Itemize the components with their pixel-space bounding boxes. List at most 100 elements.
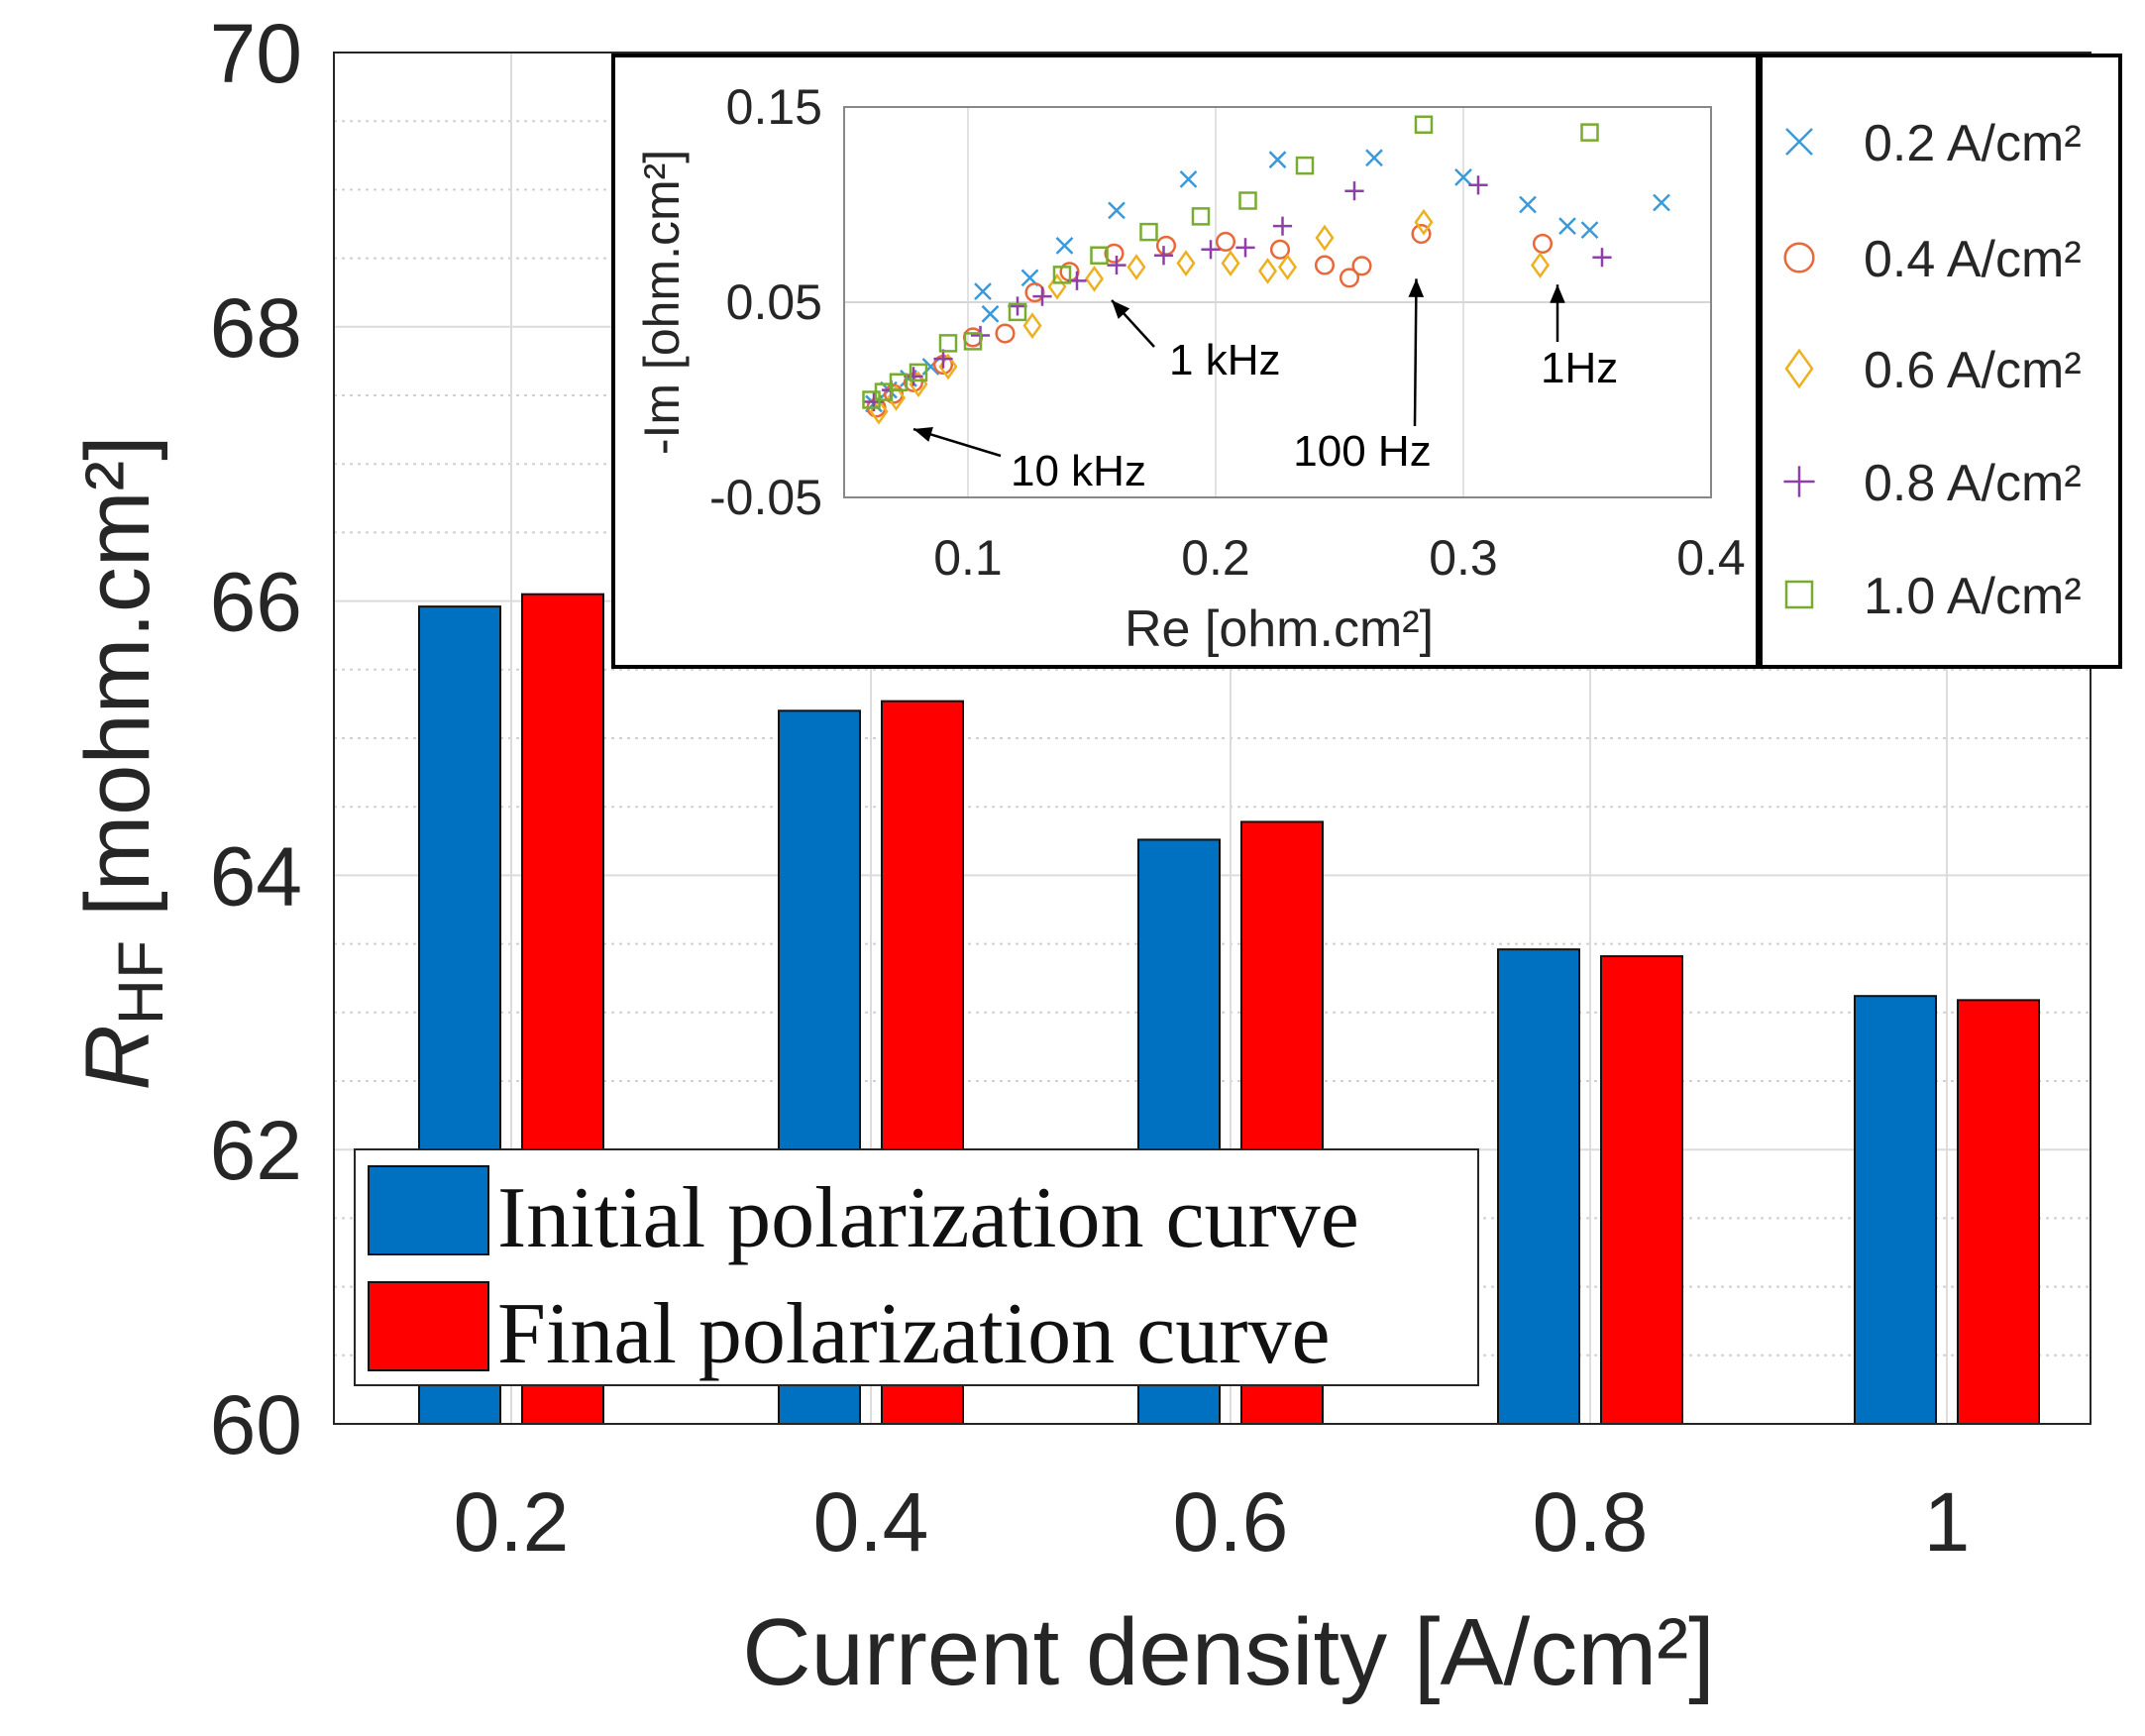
inset-nyquist-plot: 0.1 0.2 0.3 0.4 -0.05 0.05 0.15 10 kHz 1 kHz 100… <box>611 54 2122 669</box>
inset-legend: 0.2 A/cm² 0.4 A/cm² 0.6 A/cm² 0.8 A/cm² 1.0 … <box>1783 115 2082 625</box>
arrow-head-icon <box>913 426 933 442</box>
inset-point-diamond <box>1414 208 1434 236</box>
inset-point-plus <box>933 349 953 369</box>
main-x-axis-label: Current density [A/cm²] <box>742 1599 1715 1705</box>
main-y-axis-label: RHF [mohm.cm²] <box>67 435 176 1090</box>
legend-marker-circle <box>1783 242 1815 273</box>
inset-box <box>611 54 1760 669</box>
inset-point-square <box>874 382 894 401</box>
inset-point-plus <box>1107 255 1126 275</box>
inset-point-plus <box>1592 248 1612 268</box>
legend-marker-diamond <box>1784 348 1814 389</box>
annotation-label: 10 kHz <box>1011 447 1146 495</box>
main-y-ticks: 60 62 64 66 68 70 <box>210 7 302 1471</box>
inset-point-square <box>1580 123 1599 142</box>
inset-point-square <box>1052 266 1072 284</box>
inset-legend-label: 0.2 A/cm² <box>1864 115 2082 172</box>
inset-point-x <box>1558 217 1576 236</box>
inset-point-diamond <box>1221 250 1240 276</box>
inset-y-axis-label: -Im [ohm.cm²] <box>634 150 690 455</box>
inset-ticks: 0.1 0.2 0.3 0.4 -0.05 0.05 0.15 <box>709 79 1746 586</box>
inset-point-diamond <box>1530 252 1551 278</box>
legend-label-initial: Initial polarization curve <box>497 1170 1359 1266</box>
inset-points <box>862 115 1670 425</box>
annotation-arrow <box>1413 278 1418 427</box>
inset-x-tick-label: 0.1 <box>933 530 1003 586</box>
inset-point-x <box>1653 193 1670 212</box>
inset-y-tick-label: 0.05 <box>726 274 822 330</box>
inset-point-square <box>938 334 958 353</box>
inset-point-x <box>1179 170 1198 188</box>
inset-annotations: 10 kHz 1 kHz 100 Hz 1Hz <box>912 278 1618 495</box>
inset-x-tick-label: 0.4 <box>1676 530 1746 586</box>
inset-point-x <box>1454 168 1472 186</box>
main-plot-frame <box>333 52 2091 1425</box>
inset-point-square <box>1008 302 1027 322</box>
bar-initial-0.8 <box>1497 948 1580 1425</box>
inset-point-circle <box>1269 239 1291 260</box>
inset-point-plus <box>1153 246 1174 266</box>
inset-point-square <box>909 363 928 382</box>
inset-point-x <box>981 304 1000 323</box>
inset-point-circle <box>1351 256 1372 276</box>
inset-point-x <box>974 282 992 301</box>
y-tick-label: 62 <box>210 1104 302 1197</box>
arrow-head-icon <box>1550 284 1565 303</box>
arrow-head-icon <box>1112 300 1130 319</box>
inset-point-square <box>1139 222 1158 242</box>
inset-legend-label: 0.4 A/cm² <box>1864 231 2082 288</box>
inset-point-circle <box>1411 224 1432 245</box>
inset-y-tick-label: -0.05 <box>709 470 822 525</box>
inset-y-tick-label: 0.15 <box>726 79 822 135</box>
inset-point-x <box>1055 236 1074 255</box>
bar-legend: Initial polarization curve Final polariz… <box>354 1148 1479 1386</box>
inset-point-plus <box>1235 238 1255 258</box>
y-tick-label: 64 <box>210 829 302 922</box>
annotation-label: 1 kHz <box>1169 336 1280 384</box>
legend-swatch-initial <box>368 1165 489 1255</box>
inset-point-square <box>1238 191 1257 210</box>
legend-label-final: Final polarization curve <box>497 1286 1331 1382</box>
x-tick-label: 0.4 <box>813 1475 929 1569</box>
inset-point-square <box>862 390 881 409</box>
y-tick-label: 60 <box>210 1378 302 1471</box>
inset-legend-label: 1.0 A/cm² <box>1864 568 2082 625</box>
inset-point-x <box>1519 195 1537 214</box>
x-tick-label: 0.6 <box>1173 1475 1289 1569</box>
inset-point-circle <box>995 323 1016 344</box>
inset-point-x <box>1365 149 1383 167</box>
arrow-head-icon <box>1408 278 1425 297</box>
inset-point-circle <box>1314 255 1336 275</box>
inset-x-tick-label: 0.3 <box>1429 530 1498 586</box>
inset-point-circle <box>1024 282 1045 303</box>
bar-initial-1 <box>1854 995 1937 1426</box>
inset-point-circle <box>1339 268 1360 288</box>
x-tick-label: 0.2 <box>454 1475 570 1569</box>
inset-point-plus <box>1032 286 1052 306</box>
inset-x-tick-label: 0.2 <box>1181 530 1250 586</box>
legend-marker-plus <box>1783 466 1815 497</box>
main-x-ticks: 0.2 0.4 0.6 0.8 1 <box>454 1475 1971 1569</box>
inset-plot-frame <box>843 106 1712 498</box>
inset-point-square <box>889 373 909 392</box>
inset-point-plus <box>1008 296 1027 316</box>
inset-legend-label: 0.6 A/cm² <box>1864 342 2082 399</box>
annotation-label: 100 Hz <box>1293 427 1431 476</box>
inset-point-circle <box>1215 231 1236 252</box>
legend-swatch-final <box>368 1281 489 1371</box>
y-tick-label: 66 <box>210 556 302 649</box>
y-tick-label: 68 <box>210 281 302 375</box>
inset-point-x <box>1580 221 1599 239</box>
bar-final-0.8 <box>1600 955 1683 1426</box>
y-label-symbol: R <box>67 1025 168 1090</box>
annotation-label: 1Hz <box>1541 344 1618 392</box>
inset-point-diamond <box>1315 224 1335 252</box>
inset-legend-label: 0.8 A/cm² <box>1864 455 2082 512</box>
inset-point-square <box>1191 207 1211 226</box>
inset-point-square <box>1090 246 1109 265</box>
inset-point-diamond <box>1257 258 1278 284</box>
y-tick-label: 70 <box>210 7 302 100</box>
inset-point-diamond <box>1022 312 1042 339</box>
inset-point-x <box>1108 201 1126 220</box>
